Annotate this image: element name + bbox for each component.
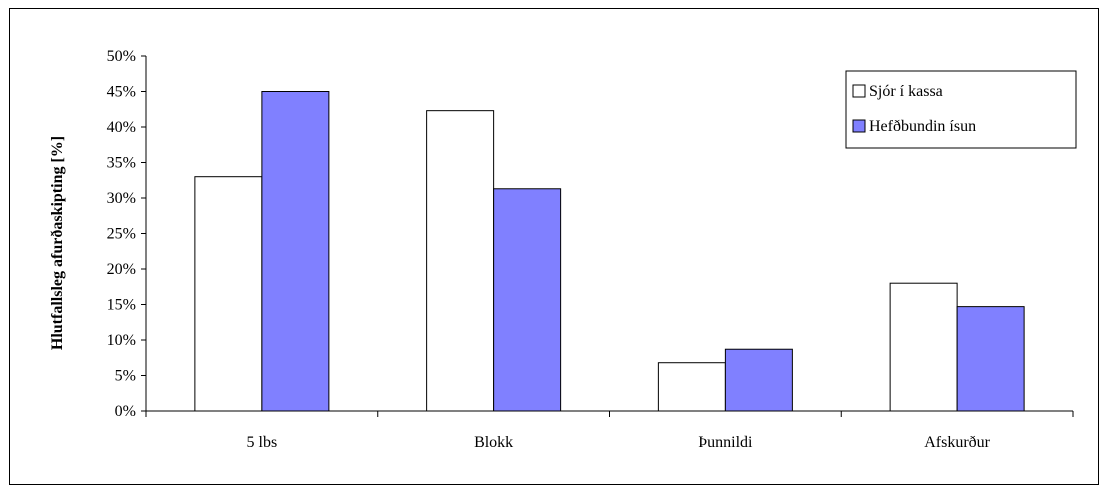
y-tick-label: 25% — [107, 226, 136, 243]
y-tick-label: 50% — [107, 48, 136, 65]
y-tick-label: 15% — [107, 297, 136, 314]
y-tick-label: 40% — [107, 119, 136, 136]
legend-swatch — [852, 119, 866, 133]
bar-sjor — [426, 110, 495, 412]
y-tick-label: 35% — [107, 155, 136, 172]
y-tick-label: 30% — [107, 190, 136, 207]
y-tick-label: 45% — [107, 84, 136, 101]
x-tick-label: Þunnildi — [698, 434, 753, 451]
bar-hefdbundin — [724, 348, 793, 412]
legend-label: Sjór í kassa — [869, 83, 943, 100]
legend-label: Hefðbundin ísun — [869, 118, 976, 135]
bar-sjor — [657, 362, 726, 412]
bar-chart: Hlutfallsleg afurðaskipting [%] 0% 5% 10% 1… — [49, 48, 1077, 451]
chart-frame: Hlutfallsleg afurðaskipting [%] 0% 5% 10% 1… — [9, 8, 1099, 485]
bar-hefdbundin — [261, 91, 330, 412]
bar-sjor — [889, 282, 958, 412]
y-tick-label: 5% — [115, 368, 136, 385]
y-tick-label: 20% — [107, 261, 136, 278]
y-tick-label: 0% — [115, 403, 136, 420]
bar-hefdbundin — [956, 306, 1025, 412]
y-tick-label: 10% — [107, 332, 136, 349]
x-tick-label: 5 lbs — [247, 434, 278, 451]
bar-sjor — [194, 176, 263, 412]
legend: Sjór í kassa Hefðbundin ísun — [845, 70, 1077, 149]
bar-hefdbundin — [493, 188, 562, 412]
legend-box — [845, 70, 1077, 149]
legend-swatch — [852, 84, 866, 98]
y-axis: 0% 5% 10% 15% 20% 25% 30% 35% 40% 45% 50% — [107, 48, 147, 420]
y-axis-title: Hlutfallsleg afurðaskipting [%] — [49, 136, 66, 350]
bars — [194, 91, 1025, 412]
x-axis: 5 lbs Blokk Þunnildi Afskurður — [145, 410, 1074, 451]
x-tick-label: Afskurður — [924, 434, 990, 451]
x-tick-label: Blokk — [474, 434, 513, 451]
